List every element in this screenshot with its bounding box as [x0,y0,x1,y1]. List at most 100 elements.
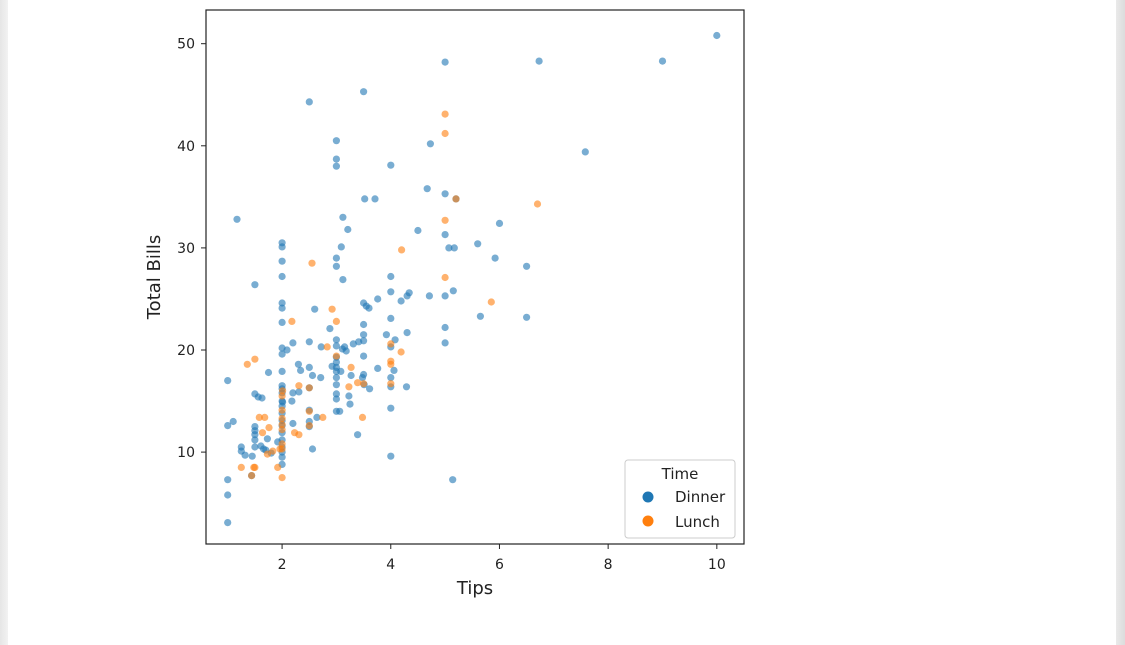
data-point-dinner [339,213,347,221]
data-point-dinner [311,305,319,313]
y-tick-label: 50 [177,37,195,53]
data-point-dinner [581,148,589,156]
data-point-lunch [323,343,331,351]
data-point-dinner [387,452,395,460]
data-point-dinner [326,325,334,333]
data-point-dinner [491,254,499,262]
data-point-lunch [274,463,282,471]
data-point-dinner [387,288,395,296]
data-point-lunch [354,379,362,387]
data-point-lunch [251,355,259,363]
data-point-dinner [441,58,449,66]
data-point-dinner [332,395,340,403]
data-point-dinner [374,364,382,372]
data-point-lunch [533,200,542,208]
data-point-dinner [278,318,286,326]
data-point-dinner [360,88,368,96]
data-point-lunch [278,474,286,482]
data-point-dinner [294,360,302,368]
data-point-lunch [278,426,286,434]
data-point-lunch [243,360,251,368]
data-point-dinner [288,397,296,405]
data-point-dinner [332,358,340,366]
data-point-dinner [278,299,286,307]
data-point-dinner [278,350,286,358]
data-point-lunch [278,406,286,414]
data-point-dinner [523,313,531,321]
x-tick-label: 8 [604,557,613,573]
data-point-dinner [337,243,345,251]
data-point-dinner [224,519,232,527]
data-point-lunch [441,110,449,118]
data-point-lunch [308,259,316,267]
data-point-dinner [229,417,237,426]
data-point-dinner [289,339,297,347]
data-point-lunch [332,317,340,325]
data-point-dinner [523,262,531,270]
data-point-dinner [425,292,433,300]
data-point-dinner [332,254,340,262]
data-point-dinner [332,155,340,163]
data-point-dinner [224,491,232,499]
data-point-dinner [474,240,482,248]
x-tick-label: 4 [386,557,395,573]
data-point-dinner [535,57,543,65]
data-point-dinner [251,423,259,431]
data-point-dinner [397,297,405,305]
data-point-dinner [332,342,340,350]
data-point-dinner [387,404,395,412]
data-point-dinner [449,287,457,295]
data-point-lunch [397,348,405,356]
data-point-lunch [278,445,286,453]
y-tick-label: 10 [177,445,195,461]
data-point-lunch [258,429,267,437]
scatter-chart: 2 4 6 8 10 10 20 30 40 50 Tips Total Bills Time D… [144,9,745,599]
data-point-dinner [332,162,340,170]
data-point-dinner [248,452,256,460]
data-point-dinner [224,476,232,484]
data-point-lunch [237,463,245,471]
data-point-dinner [347,371,355,380]
axes-layer: 2 4 6 8 10 10 20 30 40 50 [177,37,726,573]
data-point-dinner [387,272,395,281]
data-point-dinner [423,185,431,193]
data-point-dinner [233,215,241,223]
x-tick-label: 2 [278,557,287,573]
data-point-dinner [263,435,271,443]
data-point-lunch [398,246,406,254]
data-point-dinner [332,262,340,270]
data-point-dinner [278,367,286,375]
data-point-dinner [305,98,313,106]
data-point-dinner [387,374,395,382]
data-point-dinner [441,292,449,300]
data-point-dinner [297,366,305,374]
data-point-dinner [224,377,232,385]
data-point-dinner [251,443,259,451]
data-point-dinner [360,352,368,360]
data-point-dinner [450,244,458,252]
legend-marker-dinner [642,491,654,503]
data-point-dinner [278,304,286,312]
data-point-lunch [278,440,286,448]
data-point-dinner [251,436,259,444]
data-point-dinner [426,140,434,148]
data-point-lunch [255,413,263,421]
data-point-lunch [279,387,287,395]
data-point-lunch [387,380,395,388]
data-point-dinner [366,385,374,393]
legend-title: Time [661,465,699,483]
data-point-dinner [332,137,340,145]
data-point-dinner [332,390,340,398]
data-point-lunch [263,450,271,458]
y-tick-label: 40 [177,139,195,155]
legend-marker-lunch [642,515,654,527]
data-point-lunch [347,363,355,371]
data-point-lunch [251,463,259,471]
data-point-dinner [441,190,449,198]
data-point-dinner [390,366,398,374]
data-point-dinner [441,231,449,239]
legend: Time Dinner Lunch [624,459,736,539]
data-point-lunch [360,380,368,388]
data-point-dinner [402,383,411,391]
data-point-dinner [360,320,368,329]
